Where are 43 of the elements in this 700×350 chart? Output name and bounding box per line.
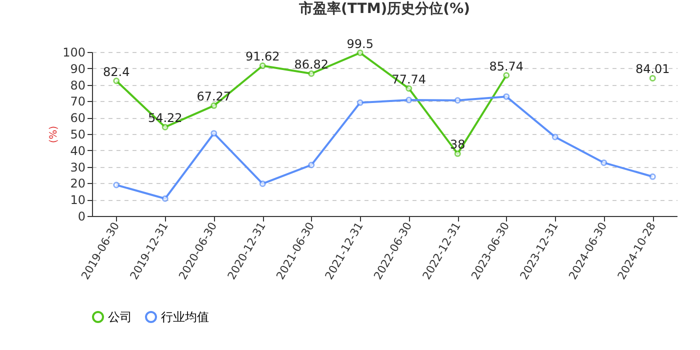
y-tick-label: 80 — [70, 78, 86, 92]
point — [162, 124, 168, 130]
data-label: 85.74 — [489, 59, 524, 74]
point — [356, 50, 364, 56]
data-label: 86.82 — [294, 58, 329, 72]
point — [308, 162, 315, 168]
point — [552, 134, 558, 140]
y-tick-label: 20 — [70, 176, 86, 191]
y-tick-label: 10 — [70, 193, 86, 208]
data-label: 84.01 — [635, 62, 670, 76]
point — [356, 99, 364, 106]
point — [162, 195, 168, 202]
point — [259, 62, 266, 69]
y-tick-label: 0 — [78, 210, 86, 224]
point — [454, 150, 461, 157]
y-tick-label: 60 — [70, 111, 86, 126]
point — [503, 72, 510, 79]
point — [406, 96, 412, 104]
data-label: 82.4 — [103, 64, 130, 79]
point — [503, 93, 510, 100]
point — [406, 85, 412, 92]
point — [259, 180, 266, 187]
point — [308, 70, 315, 77]
point — [454, 97, 461, 104]
point — [113, 182, 120, 188]
point — [649, 173, 656, 180]
legend-label: 行业均值 — [161, 310, 209, 324]
data-label: 99.5 — [346, 36, 374, 51]
y-tick-label: 30 — [70, 160, 86, 174]
point — [210, 102, 218, 109]
y-tick-label: 40 — [70, 144, 86, 158]
y-tick-label: 90 — [70, 62, 86, 76]
y-tick-label: 50 — [70, 128, 86, 142]
point — [600, 159, 608, 166]
y-axis-title: (%) — [48, 126, 60, 144]
point — [210, 130, 218, 137]
point — [649, 74, 656, 82]
y-tick-label: 100 — [62, 46, 86, 60]
chart-title: 市盈率(TTM)历史分位(%) — [298, 0, 470, 17]
point — [113, 78, 120, 84]
y-tick-label: 70 — [70, 94, 86, 109]
data-label: 91.62 — [245, 50, 280, 64]
legend-label: 公司 — [108, 310, 132, 324]
